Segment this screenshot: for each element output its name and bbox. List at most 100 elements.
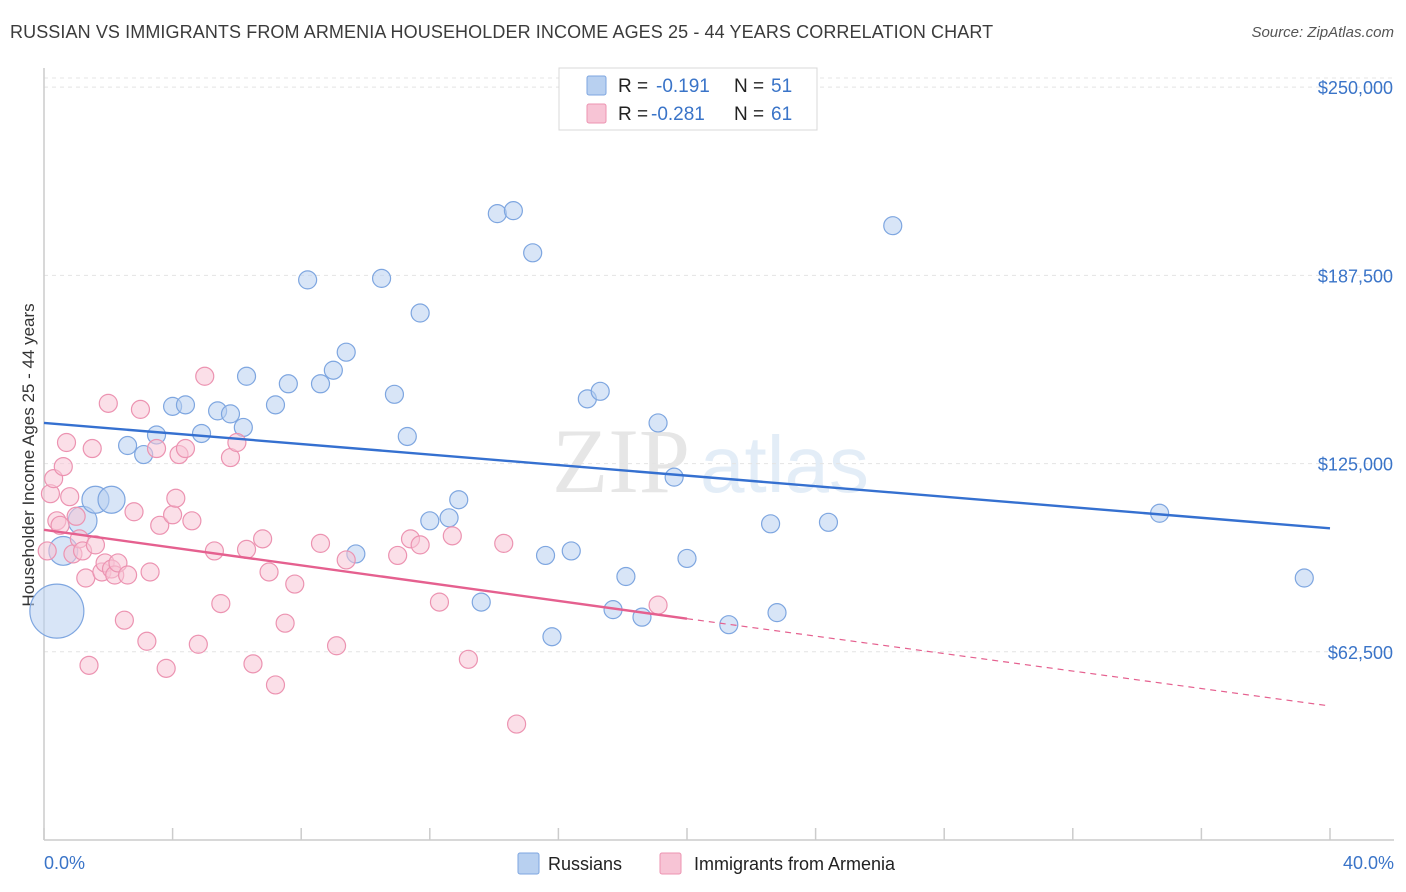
point-armenia-5 [53, 456, 73, 477]
point-armenia-14 [82, 438, 102, 459]
point-armenia-18 [98, 393, 118, 413]
legend-n-label-1: N = [734, 104, 764, 125]
point-armenia-42 [236, 539, 257, 560]
point-russians-4 [97, 485, 126, 514]
point-russians-10 [191, 423, 212, 444]
point-armenia-23 [117, 565, 138, 585]
point-armenia-58 [494, 533, 514, 553]
point-russians-12 [220, 404, 241, 424]
point-armenia-31 [163, 505, 183, 525]
y-tick-labels: $62,500 $125,000 $187,500 $250,000 [1318, 78, 1393, 663]
point-armenia-41 [227, 432, 247, 453]
point-russians-39 [616, 566, 636, 587]
point-armenia-59 [507, 714, 527, 734]
point-armenia-27 [140, 562, 160, 582]
point-armenia-22 [114, 610, 134, 630]
point-armenia-54 [410, 535, 430, 555]
legend-r-value-0: -0.191 [656, 76, 710, 97]
trend-line-1 [43, 528, 688, 620]
point-armenia-60 [648, 595, 668, 615]
point-russians-34 [542, 627, 562, 647]
point-russians-0 [29, 583, 85, 639]
point-armenia-45 [259, 562, 279, 582]
series-legend-label-armenia: Immigrants from Armenia [694, 854, 896, 874]
data-points [29, 201, 1314, 734]
point-armenia-25 [130, 399, 151, 419]
point-russians-43 [677, 548, 697, 569]
legend-n-label-0: N = [734, 76, 764, 97]
point-armenia-52 [388, 545, 408, 566]
point-russians-28 [449, 490, 469, 510]
series-legend-swatch-armenia [659, 852, 682, 875]
point-armenia-51 [336, 550, 356, 570]
chart-title: RUSSIAN VS IMMIGRANTS FROM ARMENIA HOUSE… [10, 22, 994, 42]
point-russians-45 [760, 514, 781, 534]
point-russians-32 [523, 243, 543, 263]
point-armenia-57 [458, 649, 478, 669]
point-armenia-49 [310, 533, 331, 553]
point-russians-23 [384, 384, 405, 404]
source-label: Source: ZipAtlas.com [1251, 24, 1394, 41]
x-tick-label-right: 40.0% [1343, 853, 1394, 873]
point-armenia-13 [79, 655, 99, 675]
point-armenia-44 [253, 529, 273, 549]
point-russians-31 [503, 201, 523, 221]
point-russians-18 [310, 374, 331, 394]
point-armenia-35 [182, 511, 202, 531]
watermark: ZIP atlas [552, 410, 869, 512]
series-0-points [29, 201, 1314, 647]
point-russians-46 [767, 603, 787, 623]
point-russians-50 [1294, 568, 1314, 588]
x-tick-label-left: 0.0% [44, 853, 85, 873]
point-armenia-6 [56, 432, 77, 453]
point-armenia-29 [150, 515, 170, 535]
point-russians-37 [590, 381, 610, 401]
watermark-atlas: atlas [700, 420, 869, 509]
y-tick-label-0: $62,500 [1328, 643, 1393, 663]
point-armenia-38 [204, 541, 224, 561]
legend-r-value-1: -0.281 [651, 104, 705, 125]
point-russians-29 [471, 592, 491, 612]
legend-swatch-armenia [586, 103, 607, 124]
point-russians-20 [336, 342, 356, 362]
series-1-points [37, 366, 668, 734]
point-armenia-56 [442, 526, 462, 546]
point-armenia-26 [137, 631, 157, 651]
point-armenia-32 [166, 488, 186, 508]
point-armenia-43 [243, 654, 263, 674]
y-tick-label-3: $250,000 [1318, 78, 1393, 98]
point-armenia-39 [211, 594, 231, 614]
legend-swatch-russians [586, 75, 607, 96]
point-russians-25 [410, 303, 430, 323]
point-russians-19 [323, 360, 343, 380]
point-armenia-30 [156, 658, 176, 678]
point-russians-17 [298, 270, 318, 290]
point-russians-33 [535, 545, 556, 566]
point-armenia-4 [50, 515, 70, 535]
point-armenia-46 [265, 675, 286, 695]
point-russians-30 [487, 204, 507, 224]
point-armenia-28 [146, 438, 167, 459]
point-armenia-34 [175, 438, 196, 459]
gridlines [44, 77, 1394, 653]
point-armenia-36 [188, 634, 208, 654]
y-axis-title: Householder Income Ages 25 - 44 years [19, 303, 38, 606]
legend-r-label-0: R = [618, 76, 648, 97]
point-russians-5 [117, 435, 138, 456]
point-armenia-48 [285, 574, 305, 594]
point-russians-42 [664, 467, 684, 487]
y-tick-label-2: $187,500 [1318, 266, 1393, 286]
point-armenia-7 [60, 487, 80, 507]
x-axis-ticks [43, 828, 1331, 840]
point-russians-15 [265, 395, 286, 415]
point-russians-26 [420, 511, 440, 531]
point-russians-16 [278, 374, 298, 394]
watermark-zip: ZIP [552, 410, 690, 512]
point-armenia-24 [124, 502, 144, 522]
point-armenia-0 [37, 541, 57, 561]
point-russians-47 [818, 512, 839, 532]
trend-line-dashed-1 [686, 618, 1331, 707]
point-russians-48 [883, 216, 903, 236]
legend-n-value-1: 61 [771, 104, 792, 125]
